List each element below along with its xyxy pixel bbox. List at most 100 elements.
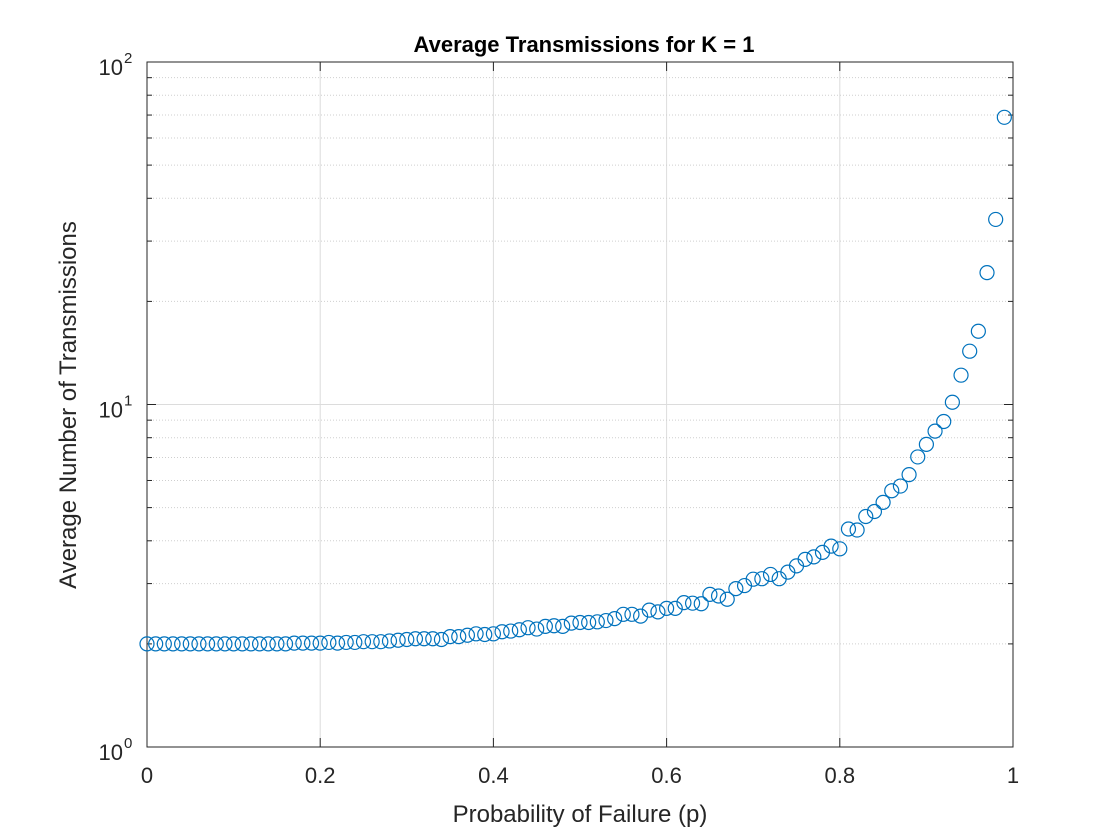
data-point [347, 634, 363, 651]
data-point [200, 636, 216, 652]
data-point [918, 436, 935, 452]
data-point [641, 602, 657, 618]
data-point [684, 595, 701, 611]
data-point [589, 614, 605, 630]
data-point [208, 636, 224, 652]
x-axis-label: Probability of Failure (p) [453, 801, 708, 828]
data-point [944, 394, 960, 410]
data-point [598, 612, 614, 629]
data-point [823, 538, 839, 554]
data-point [477, 626, 493, 643]
data-point [260, 636, 276, 652]
data-point [485, 626, 501, 642]
data-point [563, 615, 579, 631]
tick-marks [146, 61, 1014, 748]
data-point [988, 211, 1004, 228]
data-point [650, 604, 666, 620]
data-point [728, 581, 744, 597]
data-point [615, 606, 631, 622]
x-tick-labels: 0 0.2 0.4 0.6 0.8 1 [141, 763, 1019, 788]
data-point [174, 636, 190, 652]
data-point [953, 367, 969, 383]
data-point [710, 588, 727, 604]
data-point [407, 631, 424, 647]
data-point [156, 636, 172, 652]
data-point [866, 503, 883, 520]
data-point [936, 413, 952, 430]
data-point [555, 618, 571, 634]
y-tick-label-base: 10 [99, 55, 123, 80]
data-point [858, 508, 874, 525]
data-point [901, 467, 917, 483]
data-point [338, 634, 354, 651]
data-point [468, 626, 484, 642]
data-point [676, 595, 692, 611]
data-point [849, 522, 865, 538]
x-tick-label: 0 [141, 763, 153, 788]
data-point [503, 623, 519, 639]
data-point [399, 631, 415, 648]
data-point [572, 614, 588, 631]
data-point [719, 591, 735, 607]
data-point [442, 629, 458, 645]
data-point [182, 636, 198, 652]
y-tick-label-exponent: 1 [124, 393, 132, 410]
data-point [702, 586, 718, 602]
data-point [390, 632, 406, 648]
data-point [295, 635, 311, 651]
data-point [745, 571, 761, 587]
data-point [234, 636, 250, 652]
data-point [762, 566, 779, 583]
data-point [633, 608, 649, 624]
data-point [996, 109, 1012, 125]
data-point [624, 606, 640, 622]
data-point [754, 571, 770, 587]
x-tick-label: 0.6 [651, 763, 682, 788]
data-point [520, 620, 536, 636]
data-point [693, 596, 709, 612]
data-point [797, 551, 813, 567]
data-point [962, 343, 978, 359]
x-tick-label: 0.8 [825, 763, 856, 788]
data-point [364, 634, 380, 650]
data-point [416, 631, 432, 647]
data-point [251, 636, 268, 652]
y-axis-label: Average Number of Transmissions [55, 221, 82, 589]
y-tick-label-exponent: 0 [124, 735, 132, 752]
data-point [832, 541, 848, 557]
data-point [217, 636, 233, 652]
chart-title: Average Transmissions for K = 1 [414, 32, 755, 57]
data-point [286, 635, 302, 651]
data-point [303, 635, 320, 651]
x-tick-label: 0.2 [305, 763, 336, 788]
y-tick-label-base: 10 [99, 398, 123, 423]
data-point [373, 634, 389, 650]
data-point [970, 323, 986, 339]
data-point [312, 635, 328, 651]
data-point [546, 618, 562, 634]
data-point [277, 636, 294, 652]
data-point [529, 621, 545, 637]
data-point [269, 636, 285, 652]
data-point [165, 636, 181, 652]
data-point [148, 636, 164, 652]
data-point [381, 633, 398, 649]
data-point [459, 627, 476, 643]
data-point [892, 478, 909, 494]
data-point [226, 636, 242, 652]
data-series [139, 109, 1012, 652]
data-point [191, 636, 207, 652]
data-point [243, 636, 259, 652]
x-tick-label: 0.4 [478, 763, 509, 788]
data-point [910, 449, 926, 465]
grid-lines [147, 62, 1013, 747]
data-point [884, 483, 900, 499]
data-point [355, 634, 372, 650]
y-tick-label-base: 10 [99, 740, 123, 765]
data-point [607, 611, 623, 627]
data-point [806, 549, 822, 565]
data-point [433, 631, 450, 648]
data-point [979, 265, 995, 281]
